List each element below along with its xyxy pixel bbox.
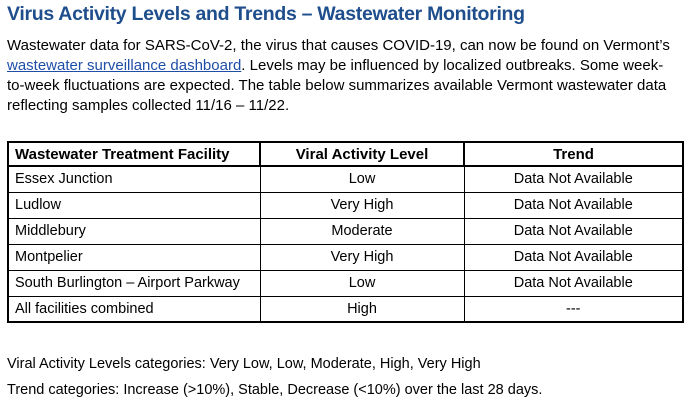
intro-line-2-text: . Levels may be influenced by localized … xyxy=(241,57,664,74)
header-trend: Trend xyxy=(463,141,684,167)
page-title: Virus Activity Levels and Trends – Waste… xyxy=(7,3,525,25)
facility-cell: Essex Junction xyxy=(7,165,261,193)
table-row: Ludlow Very High Data Not Available xyxy=(7,191,684,219)
intro-line-1: Wastewater data for SARS-CoV-2, the viru… xyxy=(7,37,670,54)
facility-cell: Ludlow xyxy=(7,191,261,219)
intro-line-2: wastewater surveillance dashboard. Level… xyxy=(7,56,683,76)
trend-cell: Data Not Available xyxy=(463,243,684,271)
level-cell: Low xyxy=(259,269,465,297)
dashboard-link[interactable]: wastewater surveillance dashboard xyxy=(7,57,242,74)
trend-cell: Data Not Available xyxy=(463,191,684,219)
header-facility: Wastewater Treatment Facility xyxy=(7,141,261,167)
level-cell: Very High xyxy=(259,243,465,271)
trend-cell: Data Not Available xyxy=(463,217,684,245)
facility-cell: All facilities combined xyxy=(7,295,261,323)
trend-categories-note: Trend categories: Increase (>10%), Stabl… xyxy=(7,382,543,398)
wastewater-table: Wastewater Treatment Facility Viral Acti… xyxy=(7,141,684,323)
intro-line-3: to-week fluctuations are expected. The t… xyxy=(7,77,667,94)
table-header-row: Wastewater Treatment Facility Viral Acti… xyxy=(7,141,684,167)
level-cell: Moderate xyxy=(259,217,465,245)
level-cell: High xyxy=(259,295,465,323)
trend-cell: Data Not Available xyxy=(463,165,684,193)
header-viral-level: Viral Activity Level xyxy=(259,141,465,167)
table-row: South Burlington – Airport Parkway Low D… xyxy=(7,269,684,297)
facility-cell: Middlebury xyxy=(7,217,261,245)
table-row: Montpelier Very High Data Not Available xyxy=(7,243,684,271)
table-row: All facilities combined High --- xyxy=(7,295,684,323)
facility-cell: Montpelier xyxy=(7,243,261,271)
table-row: Middlebury Moderate Data Not Available xyxy=(7,217,684,245)
facility-cell: South Burlington – Airport Parkway xyxy=(7,269,261,297)
trend-cell: Data Not Available xyxy=(463,269,684,297)
table-row: Essex Junction Low Data Not Available xyxy=(7,165,684,193)
level-cell: Low xyxy=(259,165,465,193)
intro-line-4: reflecting samples collected 11/16 – 11/… xyxy=(7,97,290,114)
intro-paragraph: Wastewater data for SARS-CoV-2, the viru… xyxy=(7,36,683,116)
level-cell: Very High xyxy=(259,191,465,219)
trend-cell: --- xyxy=(463,295,684,323)
levels-categories-note: Viral Activity Levels categories: Very L… xyxy=(7,356,481,372)
